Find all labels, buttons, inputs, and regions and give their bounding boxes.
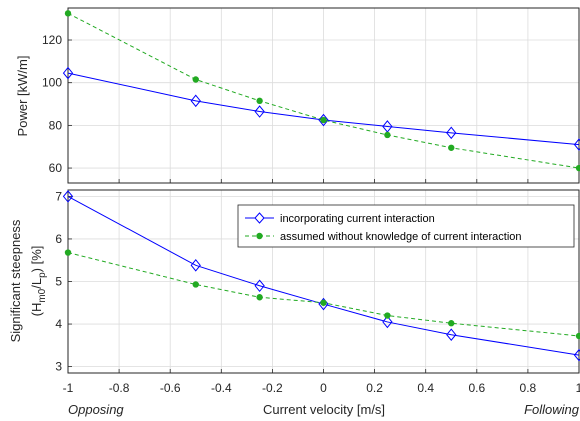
power-point-diamond [573, 138, 580, 151]
power-y-ticks: 60 80 100 120 [42, 33, 62, 175]
power-y-label: Power [kW/m] [15, 56, 30, 137]
power-ytick-label: 120 [42, 33, 62, 47]
steepness-y-ticks: 3 4 5 6 7 [55, 189, 62, 373]
steepness-point-diamond [573, 348, 580, 362]
x-tick-label: -1 [63, 381, 74, 395]
power-point-dot [384, 131, 391, 139]
power-point-dot [64, 10, 72, 17]
following-annotation: Following [524, 402, 580, 417]
x-tick-label: -0.2 [262, 381, 283, 395]
steepness-ytick-label: 3 [55, 360, 62, 374]
power-axes-frame-border [67, 7, 580, 184]
steepness-point-dot [320, 299, 327, 306]
x-tick-label: 0 [320, 381, 327, 395]
steepness-panel: 3 4 5 6 7 -1 -0.8 -0.6 -0.4 -0.2 0 0.2 0.4 0.6 0.8 1 S… [8, 189, 580, 417]
power-point-diamond [190, 94, 201, 108]
x-tick-label: 0.4 [417, 381, 434, 395]
steepness-ytick-label: 4 [55, 317, 62, 331]
steepness-series [62, 190, 580, 362]
steepness-y-label-line2: (Hm0/Lp) [%] [29, 246, 48, 317]
power-ytick-label: 60 [49, 161, 63, 175]
power-point-diamond [446, 126, 457, 140]
steepness-point-dot [575, 332, 580, 340]
legend: incorporating current interaction assume… [237, 204, 575, 248]
steepness-point-diamond [190, 259, 201, 272]
steepness-point-diamond [382, 315, 393, 329]
x-tick-label: 0.8 [520, 381, 537, 395]
legend-marker-diamond [254, 212, 265, 224]
steepness-y-label-line1: Significant steepness [8, 219, 23, 342]
x-tick-label: -0.6 [160, 381, 181, 395]
power-point-dot [575, 164, 580, 172]
steepness-point-dot [64, 249, 72, 256]
x-tick-label: -0.8 [109, 381, 130, 395]
x-tick-label: 0.6 [468, 381, 485, 395]
steepness-axes-frame-border [67, 189, 580, 374]
legend-label-current: incorporating current interaction [280, 213, 435, 225]
legend-label-assumed: assumed without knowledge of current int… [280, 231, 522, 243]
legend-marker-dot [256, 232, 263, 240]
x-axis-label: Current velocity [m/s] [263, 402, 385, 417]
power-point-dot [256, 97, 263, 105]
power-point-dot [448, 144, 455, 151]
steepness-point-dot [448, 320, 455, 327]
x-ticks: -1 -0.8 -0.6 -0.4 -0.2 0 0.2 0.4 0.6 0.8 1 [63, 381, 580, 395]
power-series [62, 10, 580, 172]
steepness-point-diamond [446, 328, 457, 341]
power-point-dot [192, 76, 199, 83]
x-tick-label: 0.2 [366, 381, 383, 395]
steepness-point-dot [384, 312, 391, 319]
power-panel: 60 80 100 120 Power [kW/m] [15, 7, 580, 184]
x-tick-label: 1 [576, 381, 580, 395]
steepness-point-dot [192, 281, 199, 288]
opposing-annotation: Opposing [68, 402, 124, 417]
power-ytick-label: 80 [49, 118, 63, 132]
steepness-ytick-label: 6 [55, 232, 62, 246]
steepness-ytick-label: 7 [55, 189, 62, 203]
x-tick-label: -0.4 [211, 381, 232, 395]
power-point-dot [320, 116, 327, 124]
steepness-ytick-label: 5 [55, 275, 62, 289]
steepness-point-diamond [62, 190, 74, 203]
power-point-diamond [318, 113, 329, 127]
power-point-diamond [62, 66, 74, 80]
power-point-diamond [254, 105, 265, 118]
steepness-point-diamond [254, 279, 265, 293]
legend-box [237, 204, 575, 248]
steepness-point-dot [256, 294, 263, 301]
power-ytick-label: 100 [42, 76, 62, 90]
